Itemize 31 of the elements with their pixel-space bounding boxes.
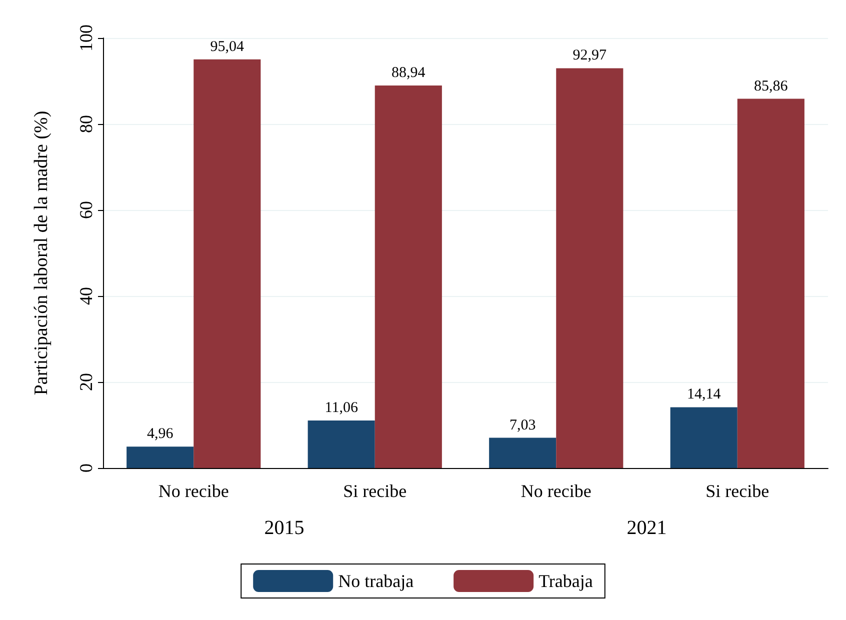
text: 2021 — [626, 517, 667, 539]
y-axis-title: Participación laboral de la madre (%) — [31, 110, 52, 396]
data-label: 92,97 — [572, 48, 608, 64]
legend-label: Trabaja — [538, 571, 593, 591]
y-tick-label: 100 — [76, 24, 96, 52]
text: 2015 — [264, 517, 304, 539]
y-tick-label: 20 — [76, 373, 96, 391]
data-label: 7,03 — [509, 417, 536, 434]
y-tick-label: 0 — [76, 464, 96, 472]
bar — [194, 59, 261, 468]
x-tick-label: Si recibe — [706, 481, 770, 501]
bar — [374, 86, 442, 468]
bar — [737, 98, 804, 468]
bar — [308, 420, 375, 468]
bar — [556, 68, 624, 468]
data-label: 95,04 — [210, 38, 245, 55]
bar — [489, 438, 556, 468]
y-tick-label: 80 — [76, 115, 96, 133]
data-label: 14,14 — [686, 386, 722, 403]
bar — [126, 446, 194, 468]
data-label: 4,96 — [146, 426, 174, 442]
x-tick-label: No recibe — [520, 481, 592, 501]
x-tick-label: No recibe — [158, 481, 229, 501]
data-label: 11,06 — [324, 400, 358, 416]
legend-label: No trabaja — [338, 571, 414, 591]
y-tick-label: 60 — [76, 201, 96, 219]
data-label: 85,86 — [754, 78, 788, 94]
bar — [670, 407, 738, 468]
data-label: 88,94 — [392, 65, 426, 82]
y-tick-label: 40 — [76, 287, 96, 305]
x-tick-label: Si recibe — [343, 481, 407, 501]
